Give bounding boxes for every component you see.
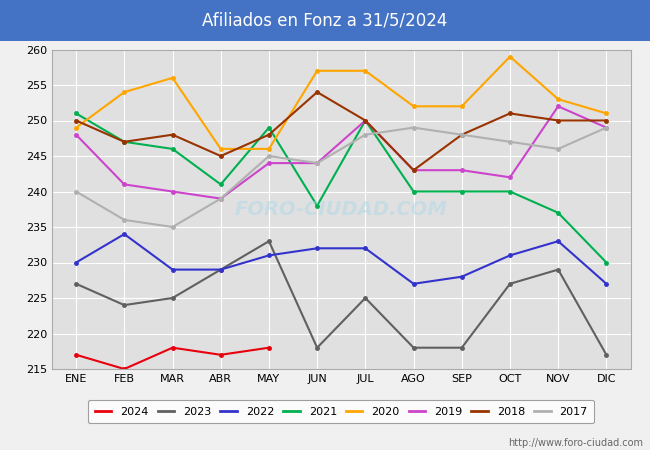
Text: http://www.foro-ciudad.com: http://www.foro-ciudad.com	[508, 438, 644, 448]
Text: FORO-CIUDAD.COM: FORO-CIUDAD.COM	[235, 200, 448, 219]
Text: Afiliados en Fonz a 31/5/2024: Afiliados en Fonz a 31/5/2024	[202, 11, 448, 29]
Legend: 2024, 2023, 2022, 2021, 2020, 2019, 2018, 2017: 2024, 2023, 2022, 2021, 2020, 2019, 2018…	[88, 400, 594, 423]
